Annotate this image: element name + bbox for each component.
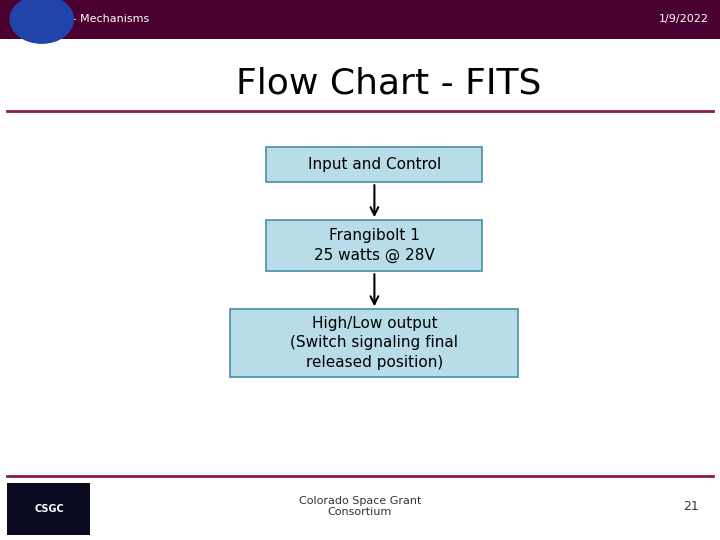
Bar — [7, 483, 90, 535]
FancyBboxPatch shape — [266, 220, 482, 271]
Text: High/Low output
(Switch signaling final
released position): High/Low output (Switch signaling final … — [290, 315, 459, 370]
Text: 21: 21 — [683, 500, 698, 513]
FancyBboxPatch shape — [266, 147, 482, 183]
FancyBboxPatch shape — [230, 309, 518, 377]
Text: Frangibolt 1
25 watts @ 28V: Frangibolt 1 25 watts @ 28V — [314, 228, 435, 263]
Text: 1/9/2022: 1/9/2022 — [660, 15, 709, 24]
Circle shape — [10, 0, 73, 43]
Text: Input and Control: Input and Control — [307, 157, 441, 172]
Bar — [0, 0, 720, 39]
Text: CSGC: CSGC — [34, 504, 64, 514]
Text: DINO CDR – Mechanisms: DINO CDR – Mechanisms — [11, 15, 149, 24]
Text: Colorado Space Grant
Consortium: Colorado Space Grant Consortium — [299, 496, 421, 517]
Text: Flow Chart - FITS: Flow Chart - FITS — [236, 67, 541, 100]
